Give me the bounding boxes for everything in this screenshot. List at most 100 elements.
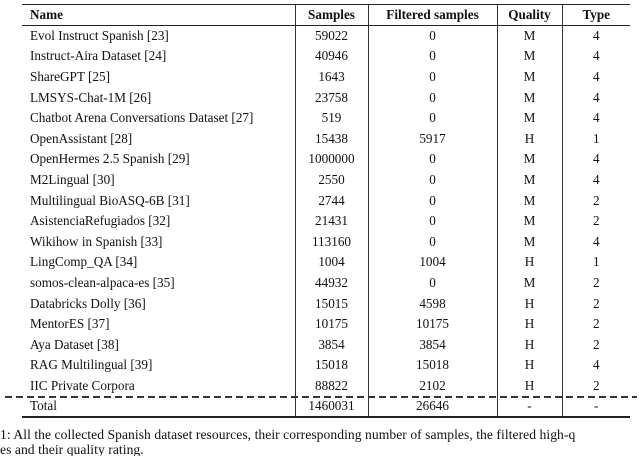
table-row: Multilingual BioASQ-6B [31] 2744 0 M 2 — [22, 190, 630, 211]
table-header: Name Samples Filtered samples Quality Ty… — [22, 4, 630, 26]
cell-filtered-samples: 0 — [367, 231, 497, 253]
cell-quality: H — [496, 334, 562, 355]
cell-name: Aya Dataset [38] — [30, 336, 119, 352]
cell-samples: 23758 — [294, 87, 368, 108]
cell-type: 4 — [561, 355, 630, 376]
cell-samples: 10175 — [294, 313, 368, 335]
cell-quality: H — [496, 355, 562, 376]
cell-filtered-samples: 3854 — [367, 334, 497, 355]
cell-filtered-samples: 0 — [367, 87, 497, 108]
cell-name: somos-clean-alpaca-es [35] — [30, 274, 175, 290]
table-row: M2Lingual [30] 2550 0 M 4 — [22, 169, 630, 191]
table-row: Chatbot Arena Conversations Dataset [27]… — [22, 107, 630, 129]
table-row: MentorES [37] 10175 10175 H 2 — [22, 313, 630, 335]
cell-filtered-samples: 0 — [367, 272, 497, 294]
column-header-quality: Quality — [496, 4, 562, 26]
cell-quality: M — [496, 87, 562, 108]
cell-name: Multilingual BioASQ-6B [31] — [30, 192, 190, 208]
cell-name: Chatbot Arena Conversations Dataset [27] — [30, 110, 254, 126]
total-divider-dashed-line — [5, 396, 637, 398]
cell-samples: 15018 — [294, 355, 368, 376]
table-row: AsistenciaRefugiados [32] 21431 0 M 2 — [22, 210, 630, 232]
cell-name: Evol Instruct Spanish [23] — [30, 27, 169, 43]
header-row: Name Samples Filtered samples Quality Ty… — [22, 4, 630, 26]
datasets-table: Name Samples Filtered samples Quality Ty… — [22, 4, 630, 418]
cell-filtered-samples: 0 — [367, 190, 497, 211]
cell-quality: M — [496, 149, 562, 170]
cell-samples: 15015 — [294, 293, 368, 314]
cell-quality: M — [496, 46, 562, 67]
cell-samples: 1000000 — [294, 149, 368, 170]
cell-samples: 1643 — [294, 66, 368, 88]
cell-type: 2 — [561, 190, 630, 211]
cell-filtered-samples: 0 — [367, 66, 497, 88]
cell-samples: 44932 — [294, 272, 368, 294]
table-row: Aya Dataset [38] 3854 3854 H 2 — [22, 334, 630, 355]
column-header-type: Type — [561, 4, 630, 26]
cell-type: 4 — [561, 169, 630, 191]
cell-filtered-samples: 0 — [367, 210, 497, 232]
cell-filtered-samples: 5917 — [367, 128, 497, 150]
cell-samples: 519 — [294, 107, 368, 129]
cell-quality: H — [496, 128, 562, 150]
cell-filtered-samples: 15018 — [367, 355, 497, 376]
table-row: IIC Private Corpora 88822 2102 H 2 — [22, 375, 630, 397]
table-row: Wikihow in Spanish [33] 113160 0 M 4 — [22, 231, 630, 253]
cell-name: Wikihow in Spanish [33] — [30, 233, 163, 249]
cell-total-samples: 1460031 — [294, 396, 368, 417]
cell-samples: 88822 — [294, 375, 368, 397]
column-header-samples: Samples — [294, 4, 368, 26]
cell-name: Instruct-Aira Dataset [24] — [30, 48, 167, 64]
column-header-filtered-samples: Filtered samples — [367, 4, 497, 26]
cell-type: 1 — [561, 128, 630, 150]
table-row: LingComp_QA [34] 1004 1004 H 1 — [22, 252, 630, 273]
table-caption-line1: 1: All the collected Spanish dataset res… — [0, 427, 576, 442]
cell-quality: M — [496, 231, 562, 253]
cell-total-filtered-samples: 26646 — [367, 396, 497, 417]
cell-type: 4 — [561, 25, 630, 47]
column-header-name: Name — [22, 4, 295, 26]
cell-name: LingComp_QA [34] — [30, 254, 138, 270]
cell-quality: M — [496, 210, 562, 232]
table-row: Evol Instruct Spanish [23] 59022 0 M 4 — [22, 25, 630, 47]
cell-quality: H — [496, 252, 562, 273]
cell-quality: M — [496, 169, 562, 191]
cell-type: 2 — [561, 293, 630, 314]
cell-total-type: - — [561, 396, 630, 417]
table-row: Databricks Dolly [36] 15015 4598 H 2 — [22, 293, 630, 314]
cell-name: Databricks Dolly [36] — [30, 295, 146, 311]
cell-filtered-samples: 0 — [367, 107, 497, 129]
cell-name: ShareGPT [25] — [30, 69, 110, 85]
cell-name: RAG Multilingual [39] — [30, 357, 153, 373]
cell-name: LMSYS-Chat-1M [26] — [30, 89, 152, 105]
cell-filtered-samples: 0 — [367, 149, 497, 170]
table-row: ShareGPT [25] 1643 0 M 4 — [22, 66, 630, 88]
cell-samples: 113160 — [294, 231, 368, 253]
table-caption: 1: All the collected Spanish dataset res… — [0, 427, 640, 456]
cell-samples: 59022 — [294, 25, 368, 47]
table-row: somos-clean-alpaca-es [35] 44932 0 M 2 — [22, 272, 630, 294]
cell-total-quality: - — [496, 396, 562, 417]
cell-name: OpenHermes 2.5 Spanish [29] — [30, 151, 190, 167]
table-body: Evol Instruct Spanish [23] 59022 0 M 4 I… — [22, 25, 630, 397]
cell-filtered-samples: 0 — [367, 46, 497, 67]
cell-type: 1 — [561, 252, 630, 273]
cell-filtered-samples: 0 — [367, 169, 497, 191]
cell-type: 2 — [561, 272, 630, 294]
cell-quality: M — [496, 272, 562, 294]
cell-quality: M — [496, 66, 562, 88]
table-row: Instruct-Aira Dataset [24] 40946 0 M 4 — [22, 46, 630, 67]
cell-filtered-samples: 4598 — [367, 293, 497, 314]
cell-name: AsistenciaRefugiados [32] — [30, 213, 171, 229]
cell-samples: 1004 — [294, 252, 368, 273]
cell-samples: 15438 — [294, 128, 368, 150]
cell-type: 4 — [561, 149, 630, 170]
cell-type: 2 — [561, 210, 630, 232]
table-row: LMSYS-Chat-1M [26] 23758 0 M 4 — [22, 87, 630, 108]
cell-quality: M — [496, 190, 562, 211]
cell-type: 2 — [561, 313, 630, 335]
cell-type: 4 — [561, 87, 630, 108]
cell-filtered-samples: 2102 — [367, 375, 497, 397]
cell-quality: M — [496, 107, 562, 129]
